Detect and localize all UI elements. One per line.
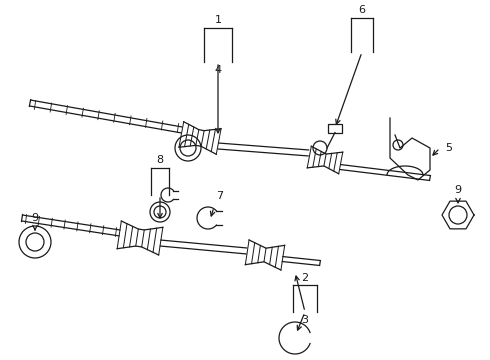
Text: 9: 9 [454,185,462,195]
Text: 8: 8 [156,155,164,165]
Text: 6: 6 [359,5,366,15]
Text: 4: 4 [215,65,221,75]
FancyBboxPatch shape [328,123,342,132]
Text: 1: 1 [215,15,221,25]
Text: 7: 7 [217,191,223,201]
Text: 9: 9 [31,213,39,223]
Text: 5: 5 [445,143,452,153]
Text: 3: 3 [301,315,309,325]
Text: 2: 2 [301,273,309,283]
